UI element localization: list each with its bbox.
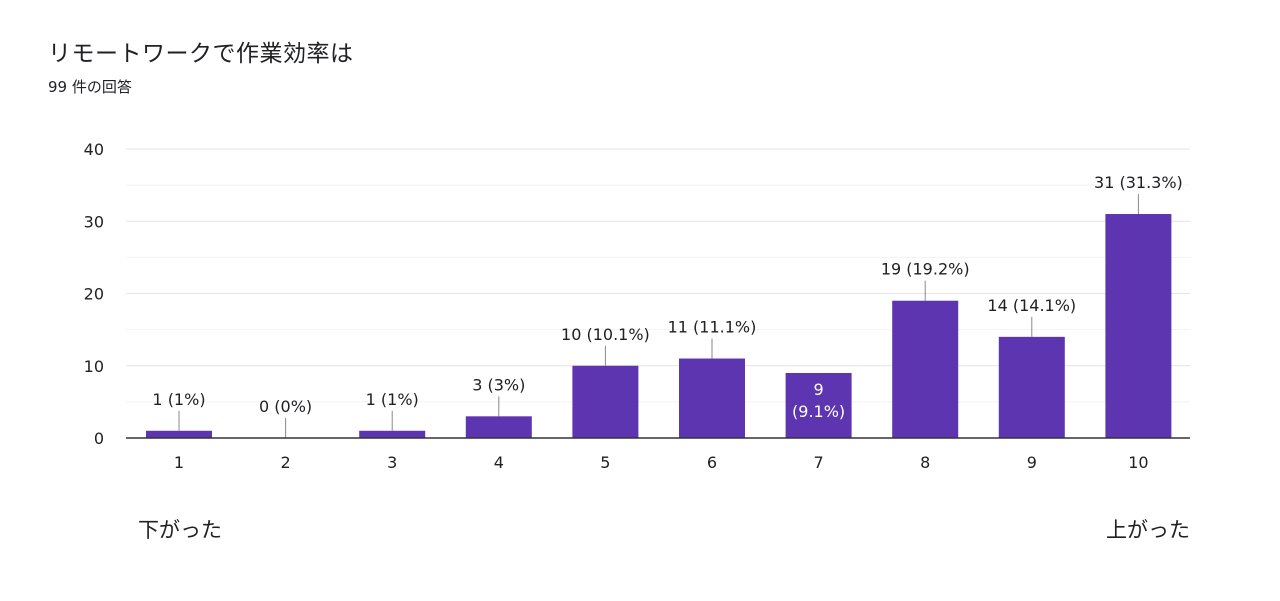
y-tick-label: 0 <box>94 429 104 448</box>
x-tick-label: 3 <box>387 453 397 472</box>
data-label-inside: 9 <box>814 380 824 399</box>
data-label: 1 (1%) <box>152 390 205 409</box>
bar <box>572 365 639 438</box>
x-tick-label: 10 <box>1128 453 1148 472</box>
data-label: 0 (0%) <box>259 397 312 416</box>
data-label: 1 (1%) <box>366 390 419 409</box>
bar <box>1105 214 1172 438</box>
x-tick-label: 8 <box>920 453 930 472</box>
bar <box>998 336 1065 438</box>
x-tick-label: 1 <box>174 453 184 472</box>
x-tick-label: 9 <box>1027 453 1037 472</box>
y-tick-label: 30 <box>84 212 104 231</box>
x-tick-label: 7 <box>814 453 824 472</box>
x-tick-label: 5 <box>600 453 610 472</box>
y-tick-label: 20 <box>84 285 104 304</box>
bar <box>679 358 745 438</box>
data-label: 11 (11.1%) <box>668 318 757 337</box>
chart-title: リモートワークで作業効率は <box>48 41 354 67</box>
y-tick-label: 10 <box>84 357 104 376</box>
bar <box>785 372 852 438</box>
x-tick-label: 2 <box>281 453 291 472</box>
data-label-inside: (9.1%) <box>792 402 845 421</box>
scale-low-label: 下がった <box>138 518 222 542</box>
data-label: 14 (14.1%) <box>987 296 1076 315</box>
data-label: 10 (10.1%) <box>561 325 650 344</box>
data-label: 19 (19.2%) <box>881 260 970 279</box>
response-count: 99 件の回答 <box>48 78 132 96</box>
x-tick-label: 6 <box>707 453 717 472</box>
bar <box>359 430 426 438</box>
y-tick-label: 40 <box>84 140 104 159</box>
data-label: 3 (3%) <box>472 375 525 394</box>
bar <box>892 300 959 438</box>
scale-high-label: 上がった <box>1106 518 1190 542</box>
bar <box>146 430 212 438</box>
data-label: 31 (31.3%) <box>1094 173 1183 192</box>
x-tick-label: 4 <box>494 453 504 472</box>
bar <box>465 416 532 438</box>
